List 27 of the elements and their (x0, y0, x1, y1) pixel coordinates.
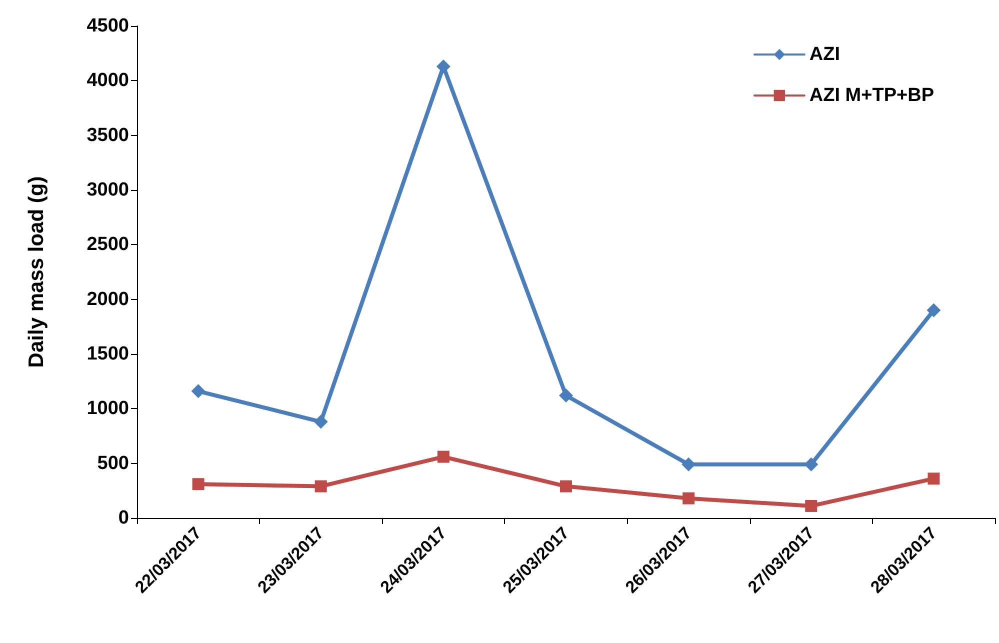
point (192, 478, 204, 490)
point (314, 480, 327, 492)
y-tick-label: 500 (97, 452, 129, 474)
point (804, 457, 818, 472)
point (805, 500, 818, 512)
point (926, 303, 941, 318)
point (314, 414, 328, 429)
y-tick-label: 3000 (86, 180, 129, 200)
point (437, 450, 450, 463)
y-axis-title: Daily mass load (g) (25, 176, 48, 368)
legend-label: AZI M+TP+BP (809, 85, 934, 106)
point (682, 492, 695, 504)
legend-label: AZI (809, 44, 840, 65)
point (559, 388, 573, 403)
point (928, 472, 940, 485)
y-tick-label: 4500 (86, 16, 129, 36)
y-tick-label: 3500 (86, 124, 129, 146)
y-tick-label: 2000 (86, 288, 129, 310)
point (560, 480, 572, 492)
y-tick-label: 1500 (86, 344, 129, 364)
y-tick-label: 1000 (86, 398, 129, 420)
y-tick-label: 0 (118, 508, 129, 528)
point (682, 457, 696, 472)
y-tick-label: 2500 (86, 234, 129, 256)
point (191, 384, 206, 398)
point (436, 59, 450, 74)
y-tick-label: 4000 (86, 70, 129, 92)
